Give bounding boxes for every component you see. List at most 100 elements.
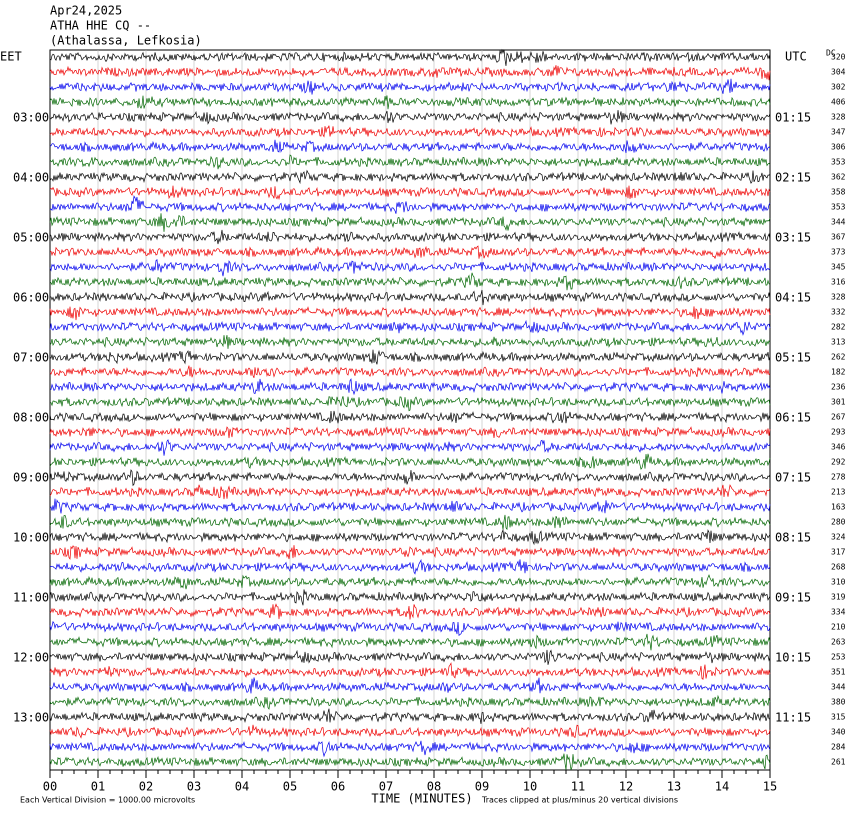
trace: [49, 258, 771, 277]
trace: [49, 349, 771, 365]
trace: [49, 753, 771, 770]
trace: [49, 453, 771, 470]
dc-value: 353: [831, 203, 846, 212]
trace: [49, 65, 771, 81]
trace: [49, 306, 771, 321]
trace: [49, 110, 771, 125]
trace: [49, 169, 771, 185]
left-time-label: 06:00: [13, 291, 49, 305]
clip-note: Traces clipped at plus/minus 20 vertical…: [481, 796, 678, 805]
dc-value: 268: [831, 563, 846, 572]
trace: [49, 589, 771, 606]
trace: [49, 195, 771, 214]
x-tick-label: 08: [427, 780, 441, 794]
dc-value: 319: [831, 593, 846, 602]
right-time-label: 05:15: [775, 351, 811, 365]
left-time-label: 05:00: [13, 231, 49, 245]
trace: [49, 78, 771, 95]
dc-value: 346: [831, 443, 846, 452]
right-time-label: 07:15: [775, 471, 811, 485]
trace: [50, 559, 771, 575]
left-time-label: 09:00: [13, 471, 49, 485]
trace: [49, 662, 771, 680]
trace: [49, 469, 771, 487]
x-tick-label: 02: [139, 780, 153, 794]
dc-value: 261: [831, 758, 846, 767]
dc-value: 316: [831, 278, 846, 287]
x-tick-label: 03: [187, 780, 201, 794]
dc-value: 358: [831, 188, 846, 197]
dc-value: 282: [831, 323, 846, 332]
left-time-label: 12:00: [13, 651, 49, 665]
dc-value: 262: [831, 353, 846, 362]
trace: [49, 245, 771, 260]
trace: [49, 378, 771, 396]
dc-value: 340: [831, 728, 846, 737]
x-tick-label: 01: [91, 780, 105, 794]
trace: [49, 498, 771, 514]
dc-value: 278: [831, 473, 846, 482]
trace: [49, 740, 771, 758]
x-tick-label: 06: [331, 780, 345, 794]
right-time-label: 06:15: [775, 411, 811, 425]
dc-value: 373: [831, 248, 846, 257]
dc-value: 367: [831, 233, 846, 242]
trace: [49, 620, 771, 637]
dc-value: 301: [831, 398, 846, 407]
dc-value: 267: [831, 413, 846, 422]
trace: [49, 724, 771, 739]
x-tick-label: 04: [235, 780, 249, 794]
dc-value: 406: [831, 98, 846, 107]
trace: [49, 439, 771, 456]
left-axis-title: EET: [0, 50, 22, 64]
dc-value: 306: [831, 143, 846, 152]
dc-value: 292: [831, 458, 846, 467]
dc-value: 253: [831, 653, 846, 662]
trace: [49, 365, 771, 379]
trace: [49, 528, 771, 546]
dc-value: 317: [831, 548, 846, 557]
left-time-label: 13:00: [13, 711, 49, 725]
left-time-label: 10:00: [13, 531, 49, 545]
trace: [49, 545, 771, 560]
dc-value: 351: [831, 668, 846, 677]
x-tick-label: 07: [379, 780, 393, 794]
trace: [49, 229, 771, 245]
x-tick-label: 11: [571, 780, 585, 794]
x-tick-label: 12: [619, 780, 633, 794]
scale-note: Each Vertical Division = 1000.00 microvo…: [20, 796, 195, 805]
dc-value: 313: [831, 338, 846, 347]
x-axis-title: TIME (MINUTES): [371, 792, 472, 806]
dc-value: 328: [831, 113, 846, 122]
dc-value: 293: [831, 428, 846, 437]
left-time-label: 11:00: [13, 591, 49, 605]
x-tick-label: 15: [763, 780, 777, 794]
header-station: ATHA HHE CQ --: [50, 19, 151, 33]
left-time-label: 03:00: [13, 111, 49, 125]
trace: [49, 410, 771, 424]
right-time-label: 09:15: [775, 591, 811, 605]
dc-value: 353: [831, 158, 846, 167]
right-axis-title: UTC: [785, 50, 807, 64]
trace: [49, 289, 771, 306]
left-time-label: 04:00: [13, 171, 49, 185]
right-time-label: 02:15: [775, 171, 811, 185]
dc-value: 310: [831, 578, 846, 587]
dc-value: 345: [831, 263, 846, 272]
trace: [49, 125, 771, 138]
trace: [49, 95, 771, 110]
trace: [49, 154, 771, 170]
trace: [49, 139, 771, 154]
trace: [49, 514, 771, 531]
dc-value: 236: [831, 383, 846, 392]
dc-value: 182: [831, 368, 846, 377]
trace: [49, 603, 771, 620]
trace: [49, 677, 771, 694]
dc-value: 332: [831, 308, 846, 317]
dc-value: 315: [831, 713, 846, 722]
dc-value: 263: [831, 638, 846, 647]
trace: [49, 185, 771, 201]
right-time-label: 04:15: [775, 291, 811, 305]
dc-value: 302: [831, 83, 846, 92]
